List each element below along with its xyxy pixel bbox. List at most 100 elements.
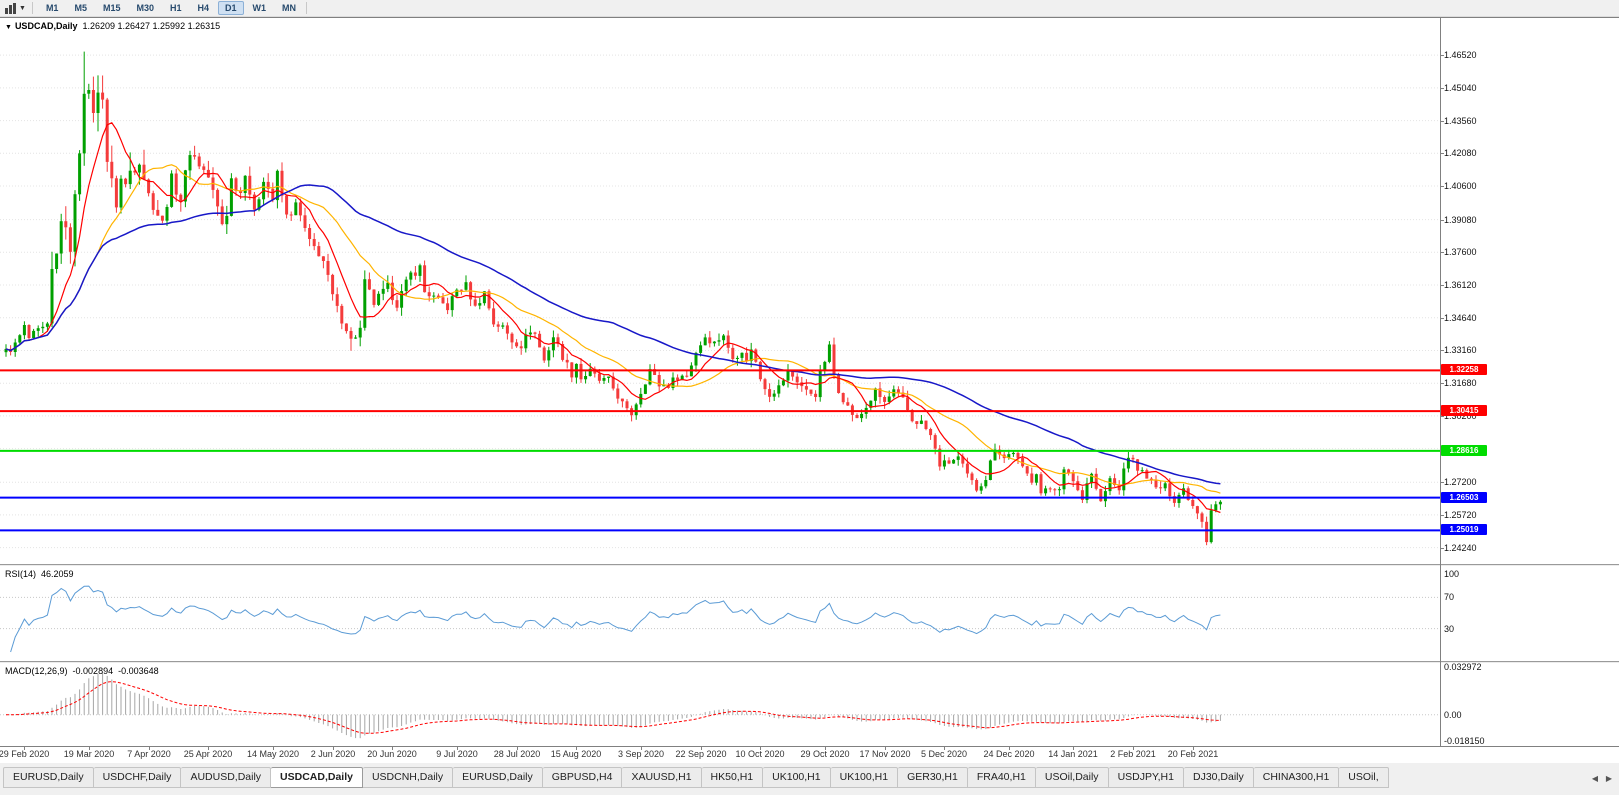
macd-axis-label: -0.018150: [1444, 735, 1485, 746]
date-axis-tick: [149, 746, 150, 750]
tab-scroll-right-icon[interactable]: ▶: [1605, 774, 1613, 783]
chart-title: ▼ USDCAD,Daily 1.26209 1.26427 1.25992 1.…: [5, 21, 220, 31]
price-axis-label: 1.45040: [1444, 82, 1477, 93]
price-axis-label: 1.39080: [1444, 214, 1477, 225]
date-axis-label: 29 Oct 2020: [800, 749, 850, 759]
date-axis-tick: [208, 746, 209, 750]
chart-tab-fra40-h1[interactable]: FRA40,H1: [967, 767, 1036, 788]
price-axis-label: 1.43560: [1444, 115, 1477, 126]
panel-separator[interactable]: [0, 564, 1619, 566]
price-axis-tick: [1440, 515, 1444, 516]
date-axis-tick: [89, 746, 90, 750]
chart-tab-usdjpy-h1[interactable]: USDJPY,H1: [1108, 767, 1184, 788]
price-axis-label: 1.25720: [1444, 509, 1477, 520]
date-axis-tick: [641, 746, 642, 750]
chart-tab-usdchf-daily[interactable]: USDCHF,Daily: [93, 767, 182, 788]
chart-tab-china300-h1[interactable]: CHINA300,H1: [1253, 767, 1340, 788]
chart-tab-uk100-h1[interactable]: UK100,H1: [830, 767, 899, 788]
chart-tab-bar: EURUSD,Daily USDCHF,Daily AUDUSD,Daily USDC…: [0, 763, 1619, 795]
date-axis-tick: [1009, 746, 1010, 750]
chart-tab-xauusd-h1[interactable]: XAUUSD,H1: [622, 767, 702, 788]
date-axis-tick: [825, 746, 826, 750]
chart-tab-uk100-h1[interactable]: UK100,H1: [763, 767, 831, 788]
symbol-marker-icon: ▼: [5, 24, 12, 31]
price-axis-border: [1440, 18, 1441, 746]
chart-tab-eurusd-daily[interactable]: EURUSD,Daily: [3, 767, 94, 788]
date-axis-tick: [760, 746, 761, 750]
tab-scroll-left-icon[interactable]: ◀: [1591, 774, 1599, 783]
price-axis-tick: [1440, 350, 1444, 351]
price-axis-label: 1.40600: [1444, 181, 1477, 191]
chart-tab-usoil-daily[interactable]: USOil,Daily: [1035, 767, 1109, 788]
chart-tab-dj30-daily[interactable]: DJ30,Daily: [1183, 767, 1254, 788]
date-axis-tick: [576, 746, 577, 750]
timeframe-toolbar-buttons: M1 M5 M15 M30 H1 H4 D1 W1 MN: [38, 1, 304, 15]
level-price-badge: 1.30415: [1441, 405, 1487, 417]
date-axis-label: 7 Apr 2020: [127, 749, 171, 759]
price-axis-label: 1.27200: [1444, 477, 1477, 488]
price-axis-tick: [1440, 186, 1444, 187]
price-axis-label: 1.34640: [1444, 312, 1477, 323]
date-axis[interactable]: [0, 746, 1619, 763]
price-axis-label: 1.31680: [1444, 378, 1477, 389]
macd-signal-value: -0.003648: [118, 666, 159, 676]
date-axis-label: 2 Jun 2020: [310, 749, 356, 759]
rsi-panel-title: RSI(14) 46.2059: [5, 569, 74, 579]
price-axis-tick: [1440, 55, 1444, 56]
price-axis-tick: [1440, 482, 1444, 483]
timeframe-button-m15[interactable]: M15: [102, 3, 121, 13]
date-axis-label: 20 Feb 2021: [1167, 749, 1219, 759]
macd-axis-label: 0.032972: [1444, 662, 1482, 673]
date-axis-tick: [392, 746, 393, 750]
price-axis-tick: [1440, 153, 1444, 154]
date-axis-label: 15 Aug 2020: [550, 749, 602, 759]
date-axis-tick: [1073, 746, 1074, 750]
periods-dropdown-caret-icon[interactable]: ▼: [19, 4, 26, 12]
chart-tab-gbpusd-h4[interactable]: GBPUSD,H4: [542, 767, 623, 788]
panel-separator[interactable]: [0, 661, 1619, 663]
chart-tab-usoil[interactable]: USOil,: [1339, 767, 1389, 788]
timeframe-button-d1[interactable]: D1: [218, 1, 244, 15]
chart-periods-icon[interactable]: [4, 2, 17, 14]
chart-tab-audusd-daily[interactable]: AUDUSD,Daily: [181, 767, 272, 788]
date-axis-label: 2 Feb 2021: [1110, 749, 1156, 759]
level-price-badge: 1.25019: [1441, 524, 1487, 536]
chart-tab-ger30-h1[interactable]: GER30,H1: [898, 767, 968, 788]
timeframe-button-m30[interactable]: M30: [136, 3, 154, 13]
main-price-chart[interactable]: [0, 18, 1619, 564]
price-axis-tick: [1440, 318, 1444, 319]
timeframe-button-m1[interactable]: M1: [45, 3, 59, 13]
chart-tab-usdcnh-daily[interactable]: USDCNH,Daily: [362, 767, 454, 788]
price-axis-tick: [1440, 121, 1444, 122]
chart-tabs: EURUSD,Daily USDCHF,Daily AUDUSD,Daily USDC…: [3, 767, 1584, 788]
chart-tab-usdcad-daily[interactable]: USDCAD,Daily: [271, 767, 363, 788]
timeframe-button-w1[interactable]: W1: [252, 3, 267, 13]
price-axis-label: 1.37600: [1444, 247, 1477, 258]
date-axis-tick: [273, 746, 274, 750]
timeframe-button-h4[interactable]: H4: [197, 3, 210, 13]
timeframe-button-mn[interactable]: MN: [282, 3, 297, 13]
date-axis-label: 28 Jul 2020: [493, 749, 541, 759]
date-axis-label: 25 Apr 2020: [183, 749, 233, 759]
chart-symbol-label: USDCAD,Daily: [14, 21, 78, 31]
price-axis-label: 1.33160: [1444, 345, 1477, 356]
toolbar-separator: [31, 2, 33, 14]
chart-tab-hk50-h1[interactable]: HK50,H1: [701, 767, 764, 788]
timeframe-button-h1[interactable]: H1: [170, 3, 182, 13]
date-axis-label: 29 Feb 2020: [0, 749, 50, 759]
date-axis-label: 14 Jan 2021: [1048, 749, 1098, 759]
date-axis-label: 22 Sep 2020: [675, 749, 727, 759]
rsi-indicator-chart[interactable]: [0, 566, 1619, 661]
toolbar-separator: [306, 2, 308, 14]
chart-window: ▼ USDCAD,Daily 1.26209 1.26427 1.25992 1.…: [0, 17, 1619, 763]
price-axis-label: 1.46520: [1444, 50, 1477, 61]
chart-tab-eurusd-daily[interactable]: EURUSD,Daily: [453, 767, 543, 788]
timeframe-button-m5[interactable]: M5: [74, 3, 87, 13]
date-axis-label: 10 Oct 2020: [735, 749, 785, 759]
date-axis-label: 19 Mar 2020: [63, 749, 115, 759]
macd-axis-label: 0.00: [1444, 709, 1462, 720]
price-axis-tick: [1440, 220, 1444, 221]
macd-indicator-chart[interactable]: [0, 663, 1619, 746]
date-axis-tick: [1193, 746, 1194, 750]
date-axis-tick: [24, 746, 25, 750]
